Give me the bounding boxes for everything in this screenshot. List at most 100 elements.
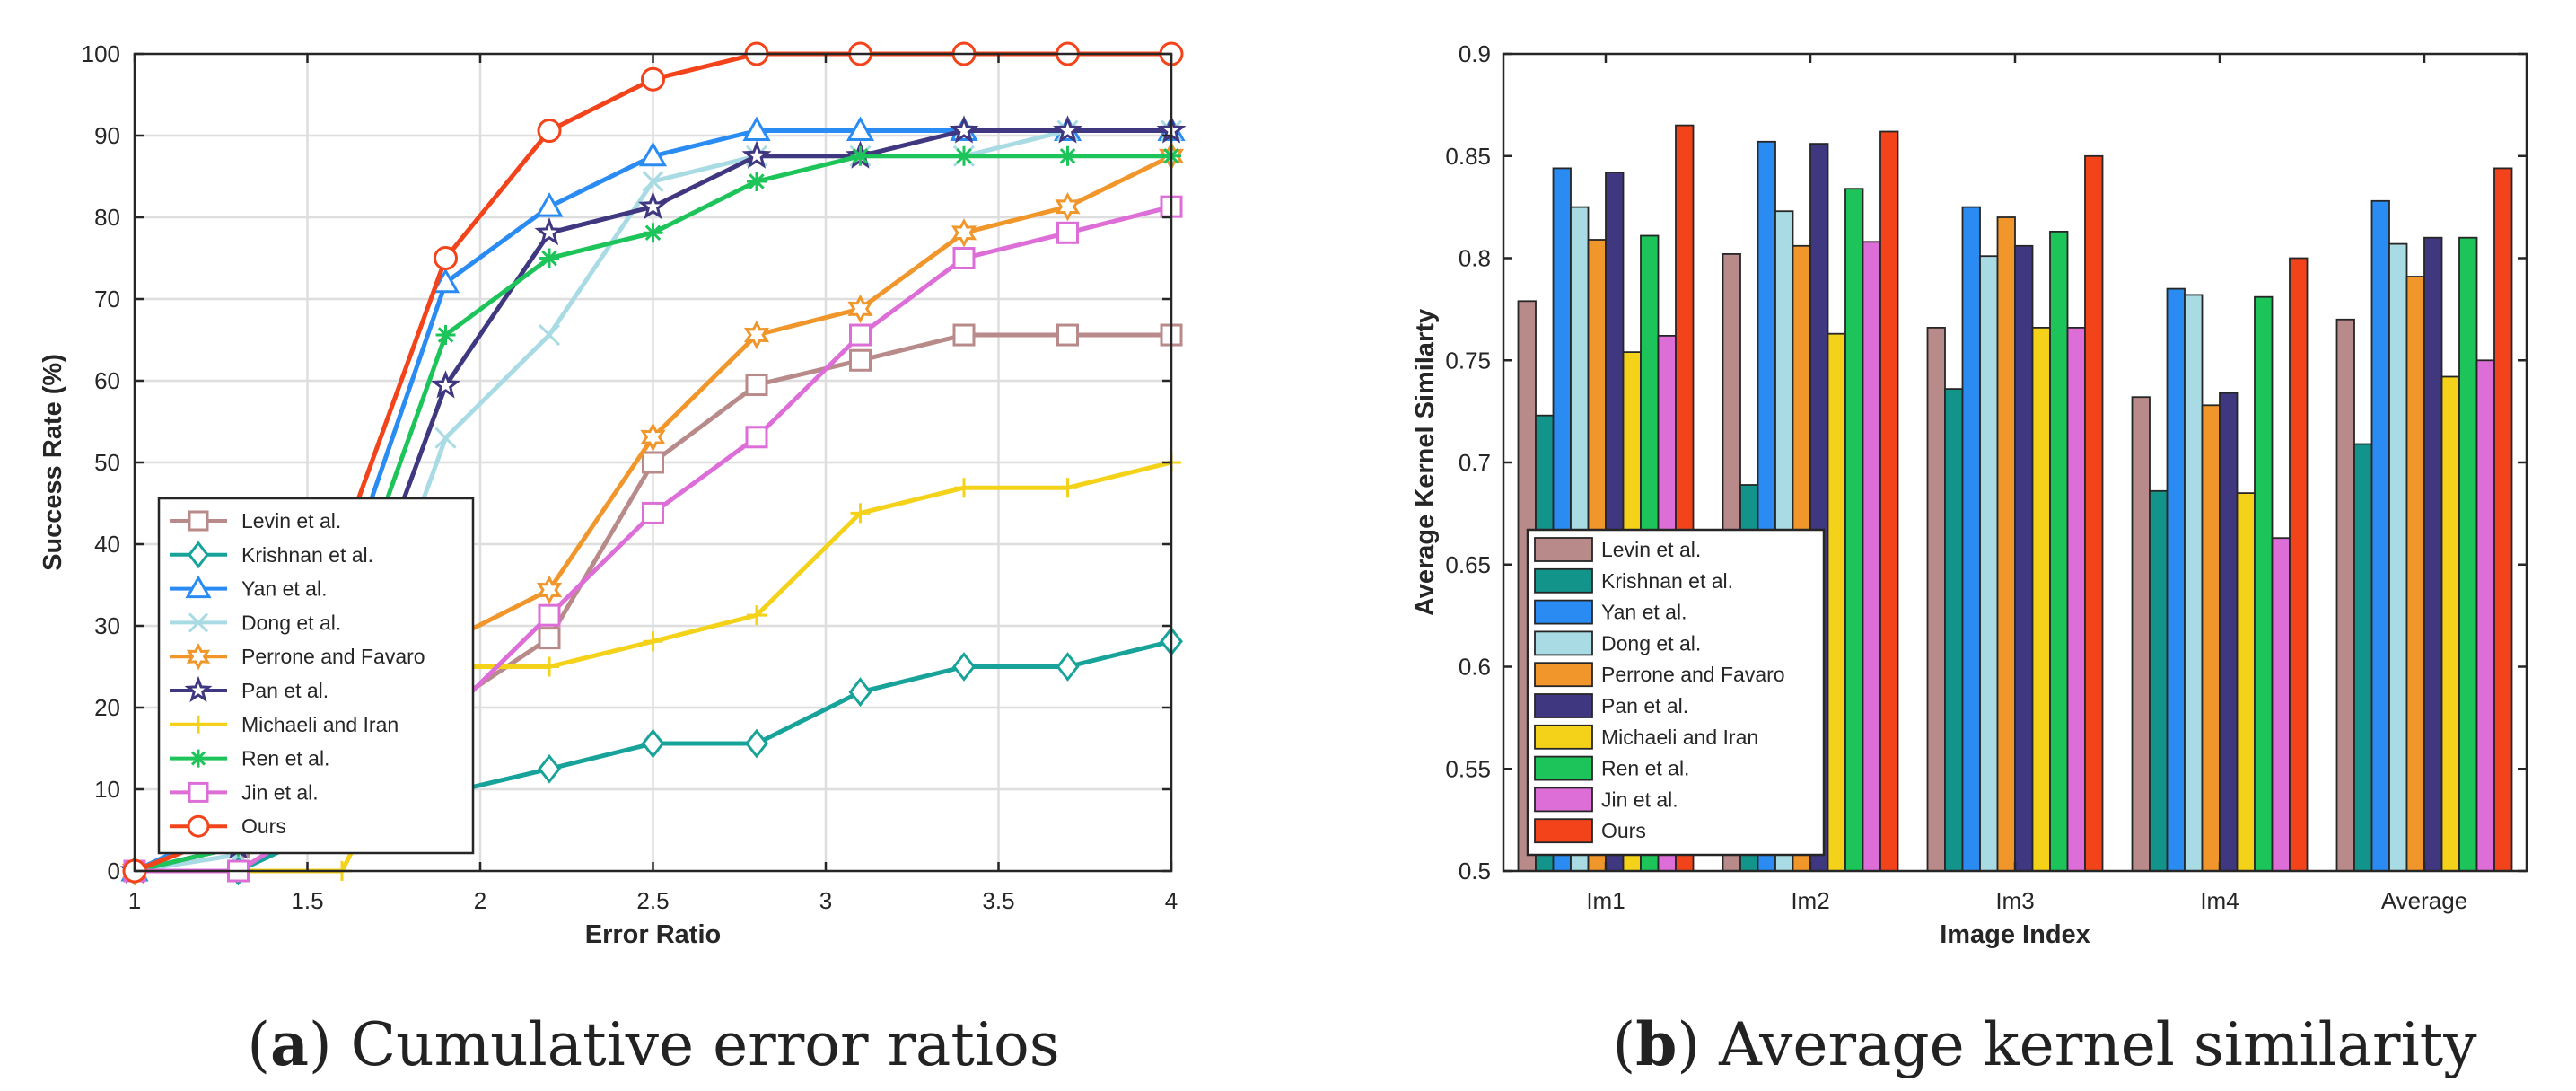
y-axis-label: Success Rate (%) — [39, 354, 67, 571]
x-tick-label: 3.5 — [982, 887, 1014, 914]
data-point — [954, 145, 974, 166]
legend-item: Perrone and Favaro — [170, 642, 425, 671]
x-axis-label: Error Ratio — [585, 920, 721, 949]
legend-marker — [188, 612, 209, 633]
x-tick-label: Im4 — [2200, 887, 2239, 914]
chart-a-cumulative-error-ratios: 1 1.5 2 2.5 3 3.5 40102030405060708090100Error… — [39, 40, 1187, 1079]
data-point — [952, 323, 976, 347]
data-point — [535, 192, 564, 217]
bar — [1827, 332, 1846, 872]
bar — [2335, 318, 2355, 872]
y-tick-label: 0.65 — [1445, 551, 1491, 578]
caption-paren: ( — [247, 1010, 270, 1079]
legend-swatch — [1534, 724, 1593, 750]
y-tick-label: 60 — [94, 367, 120, 394]
data-point — [538, 753, 561, 784]
data-point — [954, 478, 974, 498]
legend-item: Yan et al. — [1534, 599, 1687, 625]
bar — [1996, 216, 2016, 872]
data-point — [538, 627, 561, 650]
caption-text: Average kernel similarity — [1718, 1010, 2477, 1079]
bar — [1979, 255, 1999, 872]
y-tick-label: 50 — [94, 449, 120, 476]
caption-a: (a) Cumulative error ratios — [247, 1009, 1059, 1079]
data-point — [850, 503, 871, 524]
legend-label: Perrone and Favaro — [241, 645, 425, 668]
legend-label: Jin et al. — [241, 780, 319, 804]
y-tick-label: 0.75 — [1445, 347, 1491, 374]
y-tick-label: 10 — [94, 776, 120, 803]
legend-item: Jin et al. — [1534, 787, 1678, 813]
y-tick-label: 0 — [108, 858, 120, 884]
data-point — [1055, 191, 1081, 222]
x-tick-label: Im1 — [1586, 887, 1625, 914]
data-point — [742, 116, 771, 142]
y-tick-label: 90 — [94, 122, 120, 149]
legend-marker — [189, 749, 207, 768]
bar — [2353, 443, 2373, 872]
caption-paren: ) — [309, 1010, 351, 1079]
data-point — [642, 170, 664, 193]
legend-item: Krishnan et al. — [1534, 567, 1733, 594]
y-tick-label: 100 — [82, 40, 120, 67]
data-point — [1053, 115, 1082, 144]
data-point — [951, 218, 977, 248]
data-point — [539, 248, 559, 268]
data-point — [741, 140, 772, 169]
x-tick-label: Average — [2381, 887, 2467, 914]
data-point — [952, 247, 976, 269]
legend-swatch — [1534, 818, 1593, 844]
chart-b-average-kernel-similarity: 0.5 0.55 0.6 0.65 0.7 0.75 0.8 0.85 0.9 Im1 Im2 Im3… — [1411, 40, 2528, 1079]
legend-label: Ours — [1601, 819, 1646, 842]
legend-label: Levin et al. — [241, 509, 341, 532]
legend-label: Michaeli and Iran — [241, 713, 399, 736]
legend-item: Pan et al. — [170, 675, 329, 703]
x-tick-label: Im3 — [1995, 887, 2034, 914]
y-tick-label: 0.9 — [1459, 40, 1491, 67]
data-point — [849, 323, 872, 347]
bar — [2219, 392, 2239, 872]
legend-item: Krishnan et al. — [170, 541, 373, 569]
data-point — [435, 325, 456, 346]
bar — [2405, 276, 2425, 872]
y-tick-label: 0.55 — [1445, 755, 1491, 782]
legend-item: Ren et al. — [170, 747, 329, 770]
y-tick-label: 0.5 — [1459, 858, 1491, 884]
legend-item: Levin et al. — [170, 509, 341, 532]
bar — [1961, 206, 1981, 872]
legend-label: Jin et al. — [1601, 787, 1678, 811]
bar — [2423, 236, 2443, 872]
x-axis-label: Image Index — [1940, 920, 2090, 949]
legend-label: Pan et al. — [241, 679, 329, 702]
data-point — [747, 605, 767, 626]
y-tick-label: 0.6 — [1459, 654, 1491, 681]
bar — [2031, 326, 2051, 872]
legend-label: Levin et al. — [1601, 538, 1701, 561]
data-point — [1056, 221, 1079, 244]
x-tick-label: 1 — [128, 887, 141, 914]
legend-label: Perrone and Favaro — [1601, 663, 1785, 686]
legend-swatch — [1534, 599, 1593, 625]
legend-marker — [189, 715, 207, 734]
bar — [1944, 388, 1964, 872]
bar — [1844, 188, 1864, 872]
data-point — [1056, 323, 1079, 347]
legend-marker — [186, 642, 211, 671]
legend-marker — [187, 814, 210, 838]
y-tick-label: 0.7 — [1459, 449, 1491, 476]
legend-label: Michaeli and Iran — [1601, 726, 1758, 749]
legend-item: Michaeli and Iran — [170, 713, 399, 736]
data-point — [747, 171, 767, 191]
legend-item: Ours — [1534, 818, 1646, 844]
data-point — [1057, 145, 1078, 166]
data-point — [745, 728, 768, 759]
y-axis-label: Average Kernel Similarty — [1411, 309, 1440, 616]
legend-item: Perrone and Favaro — [1534, 662, 1785, 688]
legend-swatch — [1534, 662, 1593, 688]
data-point — [850, 145, 871, 166]
y-tick-label: 70 — [94, 286, 120, 312]
data-point — [643, 631, 663, 652]
legend-label: Yan et al. — [241, 577, 327, 601]
legend-marker — [185, 575, 212, 599]
